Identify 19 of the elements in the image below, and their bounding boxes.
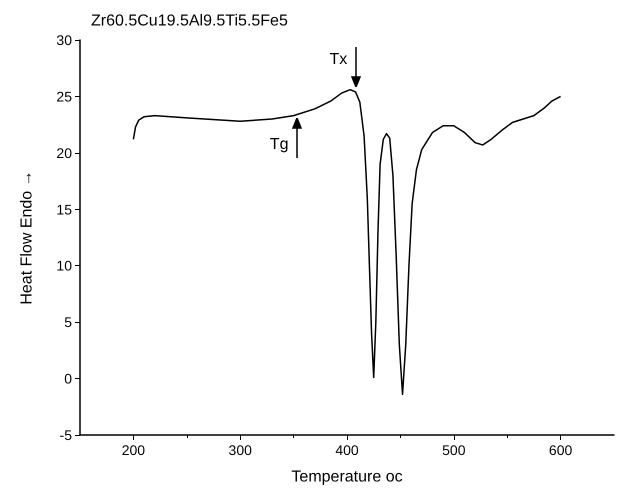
x-tick-label: 400 — [335, 442, 359, 458]
y-tick-label: 30 — [56, 32, 72, 48]
y-tick-label: 0 — [64, 370, 72, 387]
y-tick-label: -5 — [60, 427, 72, 443]
y-tick-label: 10 — [56, 258, 72, 274]
annotation: Tx — [330, 50, 348, 69]
y-tick-label: 5 — [64, 314, 72, 330]
y-axis-title: Heat Flow Endo → — [18, 170, 36, 305]
x-tick-label: 200 — [122, 442, 146, 458]
line-series — [132, 88, 562, 396]
y-tick-label: 15 — [56, 201, 72, 218]
x-tick-label: 500 — [442, 442, 466, 458]
y-tick-label: 20 — [56, 144, 72, 161]
y-tick-label: 25 — [56, 88, 72, 104]
x-tick-label: 300 — [228, 442, 252, 458]
annotation: Tg — [270, 136, 288, 154]
x-tick-label: 600 — [548, 442, 572, 458]
x-axis-title: Temperature oc — [291, 468, 403, 486]
chart-title: Zr60.5Cu19.5Al9.5Ti5.5Fe5 — [91, 12, 288, 30]
